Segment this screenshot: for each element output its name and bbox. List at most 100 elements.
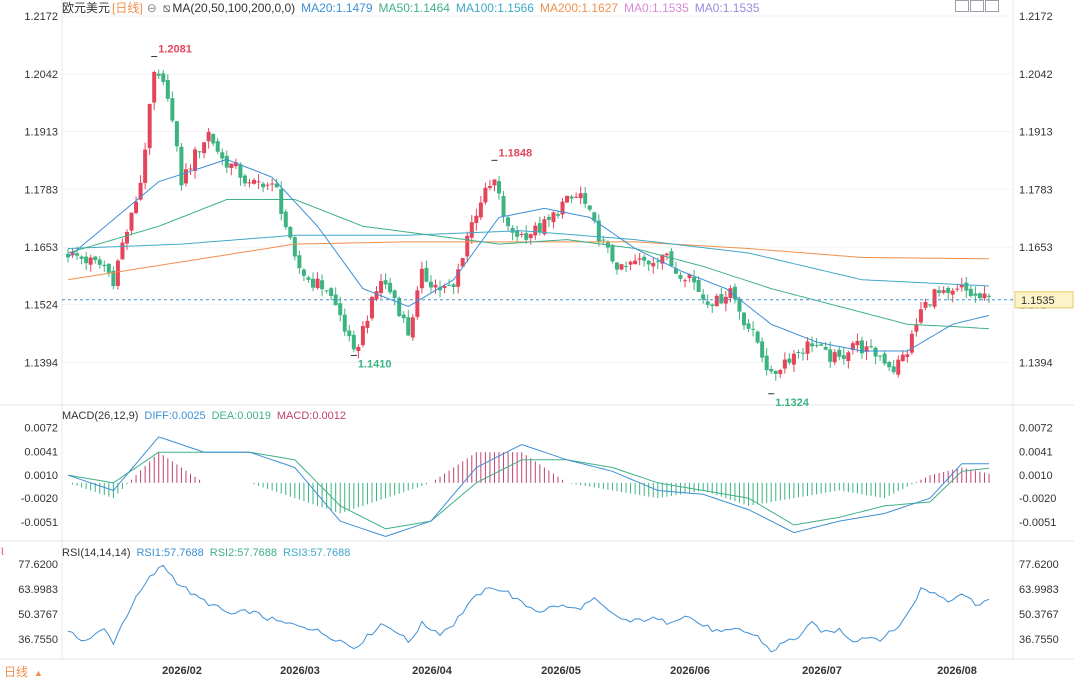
- candle-body: [424, 267, 429, 282]
- candle-body: [669, 251, 674, 267]
- period-label[interactable]: [日线]: [112, 1, 143, 15]
- price-tick-left: 1.1394: [24, 358, 58, 370]
- candle-body: [642, 256, 647, 261]
- candle-body: [614, 262, 619, 270]
- x-axis-date-label: 2026/06: [670, 665, 710, 677]
- candle-body: [828, 349, 833, 362]
- candle-body: [705, 301, 710, 305]
- ma-label: MA(20,50,100,200,0,0): [172, 1, 296, 15]
- x-axis-date-label: 2026/04: [412, 665, 453, 677]
- candle-body: [932, 289, 937, 307]
- candle-body: [683, 280, 688, 282]
- candle-body: [442, 286, 447, 289]
- candle-body: [279, 189, 284, 214]
- candle-body: [460, 257, 465, 267]
- candle-body: [941, 290, 946, 293]
- candle-body: [918, 309, 923, 323]
- candle-body: [551, 212, 556, 223]
- candle-body: [537, 223, 542, 232]
- candle-body: [592, 212, 597, 221]
- candle-body: [156, 73, 161, 76]
- candle-body: [850, 343, 855, 350]
- rsi-value-label: RSI3:57.7688: [283, 547, 351, 559]
- candle-body: [220, 152, 225, 159]
- add-indicator-icon[interactable]: [970, 0, 984, 12]
- candle-body: [714, 295, 719, 307]
- main-legend: 欧元美元 [日线] ⊖ ⧅ MA(20,50,100,200,0,0) MA20:1.14…: [62, 1, 771, 15]
- high-annotation: 1.1848: [498, 147, 532, 159]
- indicator-icon[interactable]: ⧅: [162, 1, 171, 15]
- grid-toggle-icon[interactable]: [985, 0, 999, 12]
- candle-body: [810, 343, 815, 347]
- candle-body: [787, 358, 792, 363]
- candle-body: [451, 284, 456, 288]
- rsi-value-label: RSI2:57.7688: [209, 547, 278, 559]
- candle-body: [324, 290, 329, 292]
- candle-body: [360, 326, 365, 346]
- candle-body: [673, 268, 678, 274]
- candle-body: [528, 234, 533, 239]
- price-tick-right: 1.1783: [1019, 184, 1053, 196]
- candle-body: [977, 293, 982, 299]
- candle-body: [487, 186, 492, 188]
- ma50-line: [67, 199, 990, 330]
- candle-body: [619, 264, 624, 270]
- candle-body: [678, 275, 683, 279]
- candle-body: [955, 288, 960, 290]
- candle-body: [655, 261, 660, 263]
- settings-icon[interactable]: ⊖: [146, 1, 157, 15]
- candle-body: [864, 346, 869, 352]
- candle-body: [365, 320, 370, 328]
- candle-body: [106, 263, 111, 273]
- candle-body: [79, 256, 84, 259]
- candle-body: [574, 196, 579, 198]
- price-tick-left: 1.1783: [24, 184, 58, 196]
- low-annotation: 1.1324: [775, 397, 810, 409]
- candle-body: [419, 268, 424, 289]
- candle-body: [769, 369, 774, 372]
- candle-body: [637, 258, 642, 260]
- macd-legend: MACD(26,12,9) DIFF:0.0025 DEA:0.0019 MACD:0…: [62, 409, 358, 423]
- candle-body: [329, 288, 334, 296]
- candle-body: [202, 142, 207, 154]
- rsi-panel-marker-icon[interactable]: ⌇: [0, 547, 5, 558]
- candle-body: [211, 134, 216, 144]
- candle-body: [578, 193, 583, 199]
- period-footer-label[interactable]: 日线: [4, 665, 29, 679]
- candle-body: [215, 141, 220, 152]
- candle-body: [819, 344, 824, 346]
- price-tick-right: 1.1394: [1019, 358, 1053, 370]
- candle-body: [351, 334, 356, 350]
- dropdown-arrow-icon[interactable]: ▲: [34, 668, 43, 678]
- candle-body: [165, 80, 170, 99]
- candle-body: [143, 149, 148, 183]
- rsi-value-label: RSI1:57.7688: [136, 547, 204, 559]
- macd-tick-right: 0.0010: [1019, 470, 1053, 482]
- candle-body: [873, 347, 878, 357]
- period-footer[interactable]: 日线 ▲: [4, 665, 49, 680]
- candle-body: [170, 98, 175, 121]
- candle-body: [242, 175, 247, 184]
- candle-body: [832, 352, 837, 363]
- chart-type-icon[interactable]: [955, 0, 969, 12]
- candle-body: [183, 169, 188, 184]
- ma-value-label: MA0:1.1535: [694, 1, 760, 15]
- diff-line: [67, 436, 989, 538]
- candle-body: [497, 181, 502, 194]
- candle-body: [433, 284, 438, 288]
- price-tick-left: 1.2042: [24, 69, 58, 81]
- candle-body: [320, 280, 325, 290]
- candle-body: [900, 354, 905, 362]
- ma100-line: [67, 230, 990, 287]
- ma-value-label: MA0:1.1535: [624, 1, 689, 15]
- candle-body: [928, 304, 933, 306]
- candle-body: [310, 278, 315, 288]
- candle-body: [555, 214, 560, 216]
- candle-body: [601, 239, 606, 241]
- candle-body: [138, 182, 143, 200]
- candle-body: [188, 168, 193, 170]
- candle-body: [174, 121, 179, 147]
- candle-body: [238, 164, 243, 178]
